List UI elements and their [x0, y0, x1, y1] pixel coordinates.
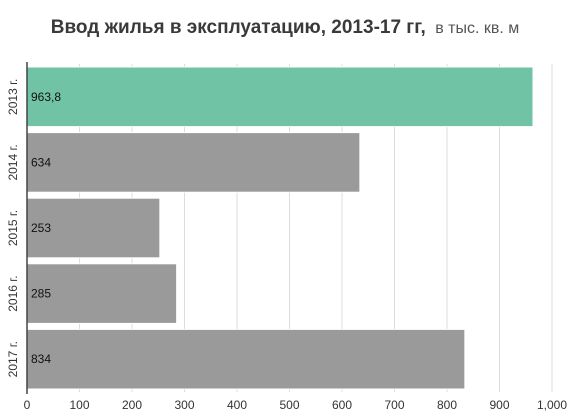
data-label: 634 [31, 155, 51, 169]
category-label: 2013 г. [6, 79, 20, 115]
data-label: 963,8 [31, 90, 61, 104]
labels: 0 100 200 300 400 500 600 700 800 900 1,000 963,8 20… [6, 79, 567, 412]
chart-subtitle: в тыс. кв. м [435, 20, 519, 37]
data-label: 253 [31, 221, 51, 235]
bars [26, 66, 534, 390]
x-tick-label: 900 [489, 398, 509, 412]
data-label: 285 [31, 287, 51, 301]
bar [26, 132, 361, 193]
bar [26, 66, 534, 128]
category-label: 2015 г. [6, 210, 20, 246]
x-tick-label: 0 [24, 398, 31, 412]
x-tick-label: 500 [279, 398, 299, 412]
x-tick-label: 100 [69, 398, 89, 412]
chart-title-group: Ввод жилья в эксплуатацию, 2013-17 гг, в… [51, 17, 520, 38]
category-label: 2016 г. [6, 275, 20, 311]
chart-title: Ввод жилья в эксплуатацию, 2013-17 гг, [51, 17, 426, 38]
bar [26, 197, 161, 259]
x-tick-label: 600 [332, 398, 352, 412]
x-tick-label: 300 [174, 398, 194, 412]
data-label: 834 [31, 352, 51, 366]
bar [26, 328, 466, 390]
x-tick-label: 700 [384, 398, 404, 412]
category-label: 2014 г. [6, 144, 20, 180]
x-tick-label: 200 [122, 398, 142, 412]
x-tick-label: 1,000 [537, 398, 567, 412]
x-tick-label: 400 [227, 398, 247, 412]
x-tick-label: 800 [437, 398, 457, 412]
category-label: 2017 г. [6, 341, 20, 377]
